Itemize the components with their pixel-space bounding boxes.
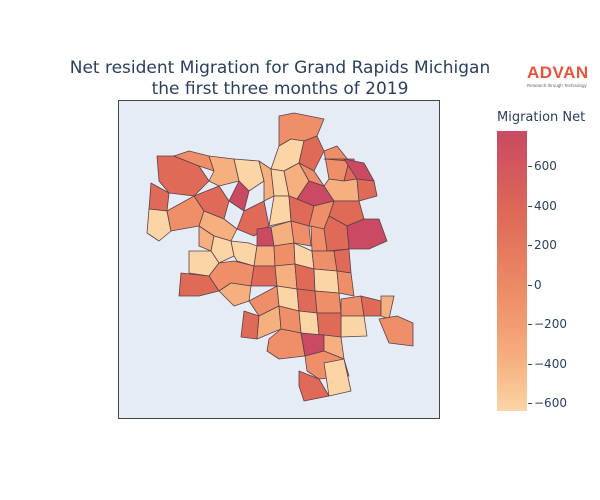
- colorbar-tick-label: 200: [528, 239, 557, 251]
- region: [340, 315, 368, 338]
- region: [298, 135, 325, 172]
- region: [290, 220, 312, 247]
- region: [316, 312, 342, 338]
- region: [218, 282, 252, 307]
- region: [274, 263, 298, 290]
- region: [378, 315, 414, 347]
- colorbar-tick-label: 400: [528, 200, 557, 212]
- chart-title-line1: Net resident Migration for Grand Rapids …: [69, 58, 491, 78]
- region: [273, 242, 296, 267]
- colorbar-tick-label: −400: [528, 358, 567, 370]
- map-regions: [146, 112, 414, 402]
- region: [360, 295, 382, 317]
- region: [298, 310, 320, 336]
- region: [311, 250, 338, 272]
- region: [296, 288, 318, 314]
- colorbar-tick-label: −600: [528, 397, 567, 409]
- region: [266, 328, 306, 360]
- advan-logo: ADVAN Research through Technology: [527, 63, 589, 89]
- logo-tagline: Research through Technology: [527, 83, 587, 88]
- chart-title: Net resident Migration for Grand Rapids …: [0, 58, 560, 100]
- chart-title-line2: the first three months of 2019: [151, 79, 409, 99]
- choropleth-map[interactable]: [118, 100, 440, 419]
- region: [210, 235, 235, 264]
- logo-wordmark: ADVAN: [527, 63, 589, 82]
- region: [336, 270, 355, 297]
- region: [356, 178, 378, 202]
- region: [193, 185, 230, 220]
- colorbar-tick-label: −200: [528, 318, 567, 330]
- colorbar-tick-label: 0: [528, 279, 542, 291]
- region: [146, 208, 172, 242]
- region: [253, 245, 276, 267]
- region: [346, 218, 388, 250]
- region: [343, 158, 375, 182]
- region: [268, 195, 292, 227]
- region: [314, 290, 342, 314]
- region: [323, 215, 350, 252]
- region: [178, 272, 220, 297]
- colorbar-title: Migration Net: [497, 110, 586, 125]
- colorbar-tick-label: 600: [528, 160, 557, 172]
- region: [380, 295, 395, 320]
- region: [323, 358, 352, 397]
- region: [340, 295, 365, 317]
- region: [250, 265, 278, 287]
- region: [313, 268, 340, 294]
- region: [298, 370, 330, 402]
- region: [258, 160, 275, 202]
- colorbar: [497, 131, 527, 411]
- region: [333, 248, 352, 274]
- region: [240, 310, 260, 340]
